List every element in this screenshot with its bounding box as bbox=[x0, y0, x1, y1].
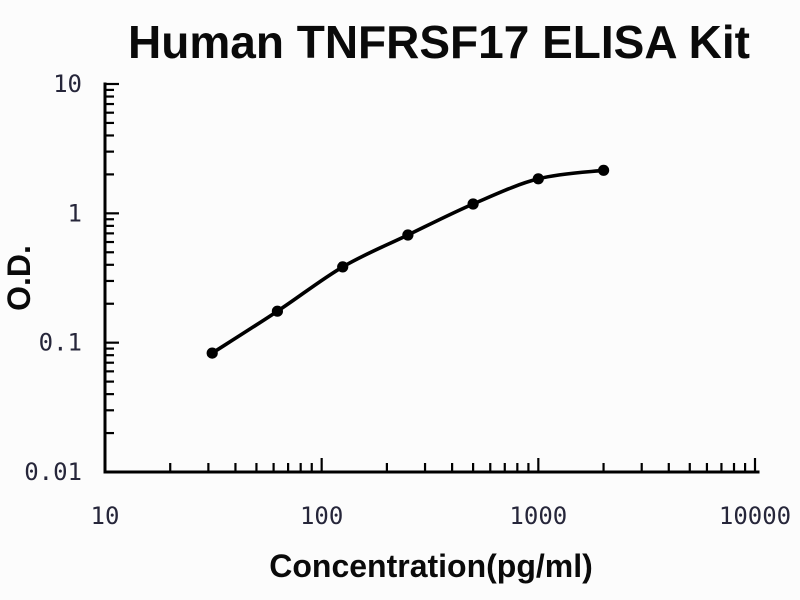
x-tick-label: 10000 bbox=[719, 502, 791, 530]
x-axis-label: Concentration(pg/ml) bbox=[269, 548, 593, 584]
x-tick-label: 100 bbox=[300, 502, 343, 530]
data-point bbox=[337, 261, 349, 273]
x-tick-label: 10 bbox=[91, 502, 120, 530]
y-tick-label: 0.1 bbox=[39, 329, 82, 357]
axis-spines bbox=[103, 82, 760, 474]
data-point bbox=[532, 173, 544, 185]
y-tick-label: 1 bbox=[68, 199, 82, 227]
y-axis-label: O.D. bbox=[1, 245, 37, 311]
chart-title: Human TNFRSF17 ELISA Kit bbox=[128, 16, 750, 68]
standard-curve-line bbox=[210, 168, 606, 355]
y-tick-label: 10 bbox=[53, 70, 82, 98]
curve-path bbox=[210, 168, 606, 355]
data-point bbox=[271, 305, 283, 317]
data-points bbox=[206, 164, 610, 359]
axis-tick-labels: 10 100 1000 10000 0.01 0.1 1 10 bbox=[24, 70, 791, 530]
data-point bbox=[598, 164, 610, 176]
data-point bbox=[467, 198, 479, 210]
x-tick-label: 1000 bbox=[509, 502, 567, 530]
axes bbox=[103, 82, 760, 474]
data-point bbox=[206, 347, 218, 359]
axis-ticks bbox=[105, 82, 757, 472]
y-tick-label: 0.01 bbox=[24, 458, 82, 486]
data-point bbox=[402, 229, 414, 241]
